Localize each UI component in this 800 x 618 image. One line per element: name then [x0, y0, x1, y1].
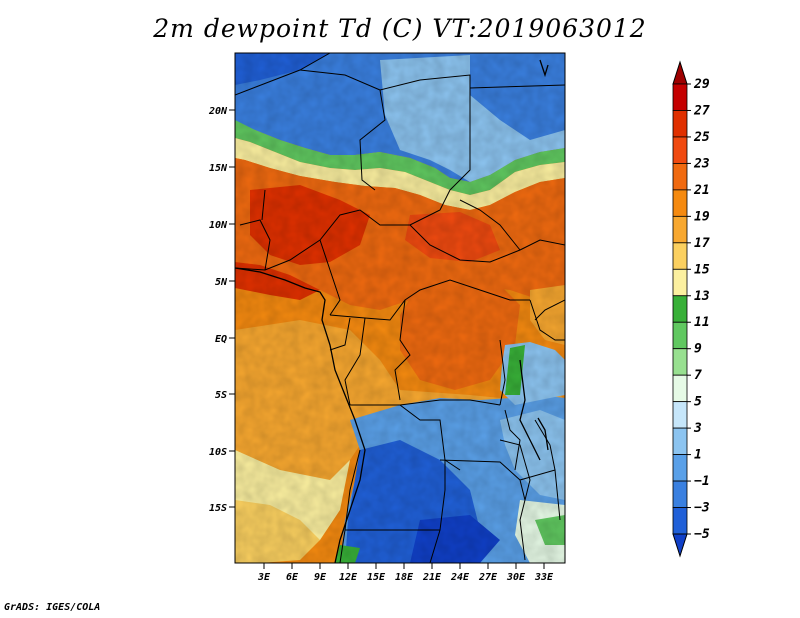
colorbar-segment [672, 480, 688, 508]
colorbar-segment [672, 242, 688, 270]
colorbar-segment [672, 215, 688, 244]
country-borders [235, 53, 565, 563]
lat-tick-label: 20N [208, 106, 228, 117]
colorbar-segment [672, 454, 688, 482]
colorbar-label: 21 [693, 183, 710, 198]
colorbar-segment [672, 374, 688, 403]
lat-tick-label: 5S [215, 390, 227, 401]
colorbar-label: 15 [694, 262, 710, 277]
lat-tick-label: 15S [209, 503, 227, 514]
colorbar-label: −3 [694, 501, 710, 516]
colorbar-label: 27 [693, 103, 710, 118]
lon-tick-label: 15E [367, 572, 386, 583]
colorbar-label: 25 [693, 130, 710, 145]
colorbar-label: 19 [694, 209, 710, 224]
colorbar-label: 7 [694, 368, 702, 383]
colorbar-label: 17 [694, 236, 710, 251]
lon-tick-label: 21E [422, 572, 442, 583]
dewpoint-field [235, 53, 565, 563]
lon-tick-label: 27E [478, 572, 498, 583]
colorbar-label: 1 [694, 448, 702, 463]
colorbar-label: 13 [694, 289, 710, 304]
latitude-axis: 20N 15N 10N 5N EQ 5S 10S 15S [208, 106, 235, 514]
colorbar-label: 23 [693, 156, 710, 171]
colorbar-segment [672, 507, 688, 535]
colorbar-segment [672, 295, 688, 323]
lon-tick-label: 3E [257, 572, 271, 583]
lat-tick-label: 15N [209, 163, 228, 174]
colorbar-bottom-arrow [672, 533, 688, 558]
credit-footer: GrADS: IGES/COLA [4, 602, 101, 613]
colorbar-segment [672, 348, 688, 376]
colorbar: 29 27 25 23 21 19 17 15 13 11 9 7 5 3 1 −1 −3 −5 [672, 60, 710, 558]
colorbar-label: 5 [694, 395, 702, 410]
colorbar-top-arrow [672, 60, 688, 85]
longitude-axis: 3E 6E 9E 12E 15E 18E 21E 24E 27E 30E 33E [257, 563, 554, 583]
lon-tick-label: 18E [395, 572, 414, 583]
colorbar-segment [672, 427, 688, 455]
colorbar-label: 9 [694, 342, 702, 357]
lat-tick-label: 10S [209, 447, 227, 458]
colorbar-label: 11 [694, 315, 710, 330]
lon-tick-label: 24E [450, 572, 470, 583]
lat-tick-label: 10N [209, 220, 228, 231]
colorbar-segment [672, 189, 688, 217]
lon-tick-label: 6E [286, 572, 299, 583]
colorbar-label: −1 [694, 474, 710, 489]
colorbar-segment [672, 163, 688, 191]
lon-tick-label: 9E [314, 572, 327, 583]
colorbar-segment [672, 321, 688, 350]
lat-tick-label: 5N [215, 277, 228, 288]
colorbar-segment [672, 401, 688, 429]
lat-tick-label: EQ [215, 334, 227, 345]
colorbar-segment [672, 268, 688, 297]
colorbar-segment [672, 136, 688, 164]
coastline [235, 59, 549, 563]
colorbar-segment [672, 110, 688, 138]
lon-tick-label: 33E [534, 572, 554, 583]
lon-tick-label: 12E [339, 572, 358, 583]
colorbar-label: 3 [693, 421, 702, 436]
colorbar-label: 29 [693, 77, 710, 92]
lon-tick-label: 30E [506, 572, 526, 583]
colorbar-segment [672, 83, 688, 111]
colorbar-label: −5 [694, 527, 710, 542]
map-title: 2m dewpoint Td (C) VT:2019063012 [153, 14, 647, 43]
map-frame [234, 52, 566, 564]
